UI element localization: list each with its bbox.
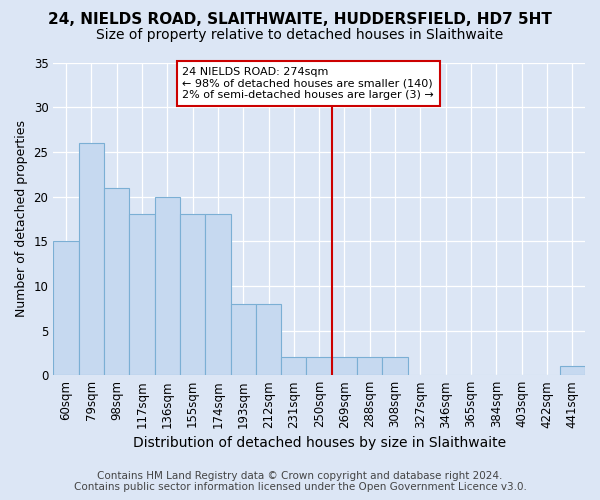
Text: Contains HM Land Registry data © Crown copyright and database right 2024.
Contai: Contains HM Land Registry data © Crown c… [74,471,526,492]
Bar [230,304,256,375]
Bar [104,188,129,375]
Bar [79,143,104,375]
Bar [180,214,205,375]
Y-axis label: Number of detached properties: Number of detached properties [15,120,28,318]
Bar [155,196,180,375]
Text: 24, NIELDS ROAD, SLAITHWAITE, HUDDERSFIELD, HD7 5HT: 24, NIELDS ROAD, SLAITHWAITE, HUDDERSFIE… [48,12,552,28]
Bar [332,358,357,375]
Bar [357,358,382,375]
Text: Size of property relative to detached houses in Slaithwaite: Size of property relative to detached ho… [97,28,503,42]
X-axis label: Distribution of detached houses by size in Slaithwaite: Distribution of detached houses by size … [133,436,506,450]
Bar [205,214,230,375]
Bar [281,358,307,375]
Bar [53,241,79,375]
Bar [256,304,281,375]
Bar [307,358,332,375]
Bar [382,358,408,375]
Bar [129,214,155,375]
Text: 24 NIELDS ROAD: 274sqm
← 98% of detached houses are smaller (140)
2% of semi-det: 24 NIELDS ROAD: 274sqm ← 98% of detached… [182,67,434,100]
Bar [560,366,585,375]
